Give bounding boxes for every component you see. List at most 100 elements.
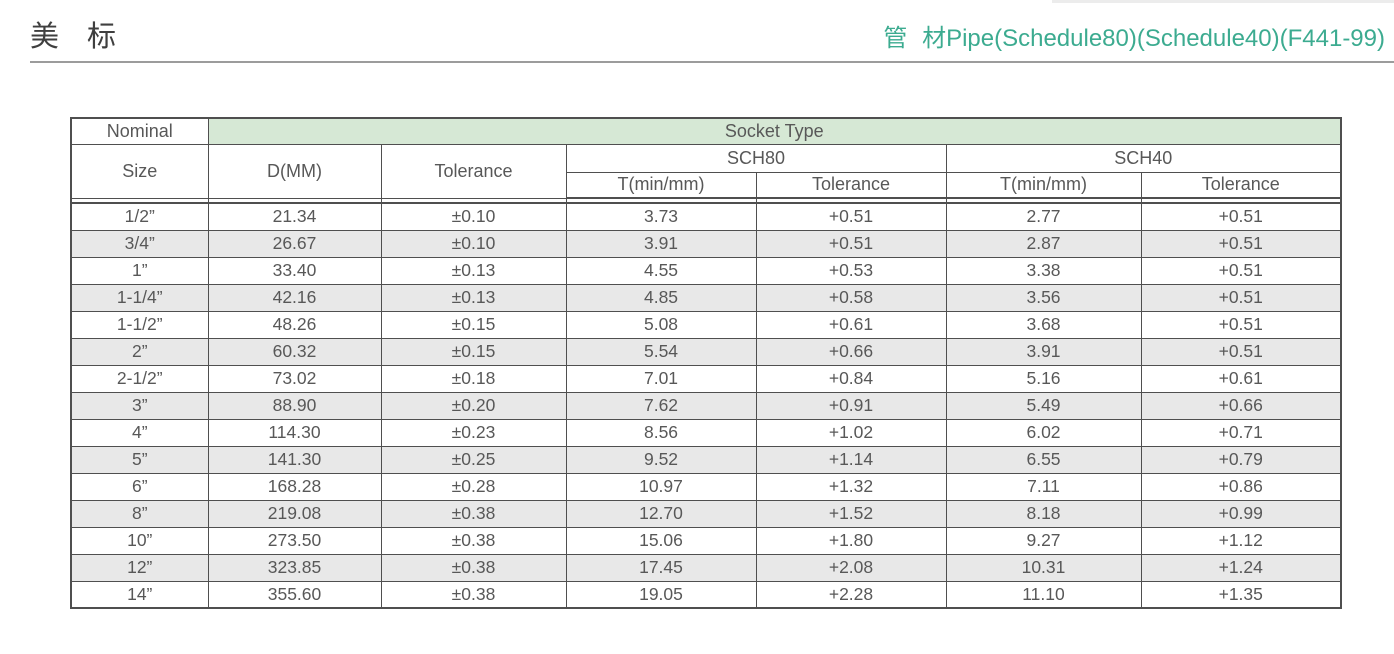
table-cell: ±0.13 <box>380 283 567 312</box>
header-tolerance: Tolerance <box>380 143 567 199</box>
table-cell: +1.35 <box>1140 580 1342 609</box>
table-cell: 73.02 <box>207 364 382 393</box>
table-cell: +0.99 <box>1140 499 1342 528</box>
table-cell: 7.01 <box>565 364 757 393</box>
table-cell: 9.52 <box>565 445 757 474</box>
table-cell: ±0.28 <box>380 472 567 501</box>
table-row: 1” 33.40 ±0.13 4.55 +0.53 3.38 +0.51 <box>70 256 1342 285</box>
table-cell: 2-1/2” <box>70 364 209 393</box>
table-cell: +1.80 <box>755 526 947 555</box>
table-cell: 1-1/4” <box>70 283 209 312</box>
header-body-separator <box>70 197 1342 204</box>
table-cell: 8.56 <box>565 418 757 447</box>
table-cell: ±0.23 <box>380 418 567 447</box>
header-row-3: T(min/mm) Tolerance T(min/mm) Tolerance <box>71 171 1342 199</box>
table-row: 1/2” 21.34 ±0.10 3.73 +0.51 2.77 +0.51 <box>70 202 1342 231</box>
table-cell: +0.84 <box>755 364 947 393</box>
table-cell: +0.71 <box>1140 418 1342 447</box>
table-cell: 3.91 <box>945 337 1142 366</box>
table-cell: ±0.18 <box>380 364 567 393</box>
table-cell: +1.52 <box>755 499 947 528</box>
table-row: 2-1/2” 73.02 ±0.18 7.01 +0.84 5.16 +0.61 <box>70 364 1342 393</box>
table-cell: +0.79 <box>1140 445 1342 474</box>
table-cell: 1/2” <box>70 202 209 231</box>
table-cell: 7.11 <box>945 472 1142 501</box>
table-cell: 3.73 <box>565 202 757 231</box>
header-row-1: Nominal Socket Type <box>70 117 1342 145</box>
table-cell: 33.40 <box>207 256 382 285</box>
table-cell: ±0.38 <box>380 580 567 609</box>
table-cell: +0.53 <box>755 256 947 285</box>
table-cell: 219.08 <box>207 499 382 528</box>
table-cell: 48.26 <box>207 310 382 339</box>
table-row: 1-1/2” 48.26 ±0.15 5.08 +0.61 3.68 +0.51 <box>70 310 1342 339</box>
table-cell: 6” <box>70 472 209 501</box>
table-row: 6” 168.28 ±0.28 10.97 +1.32 7.11 +0.86 <box>70 472 1342 501</box>
table-cell: +0.51 <box>1140 310 1342 339</box>
table-cell: ±0.25 <box>380 445 567 474</box>
table-cell: ±0.13 <box>380 256 567 285</box>
table-cell: +2.08 <box>755 553 947 582</box>
table-cell: 14” <box>70 580 209 609</box>
table-cell: ±0.10 <box>380 229 567 258</box>
table-cell: 2” <box>70 337 209 366</box>
table-cell: +0.51 <box>1140 256 1342 285</box>
table-cell: ±0.20 <box>380 391 567 420</box>
table-cell: 5.54 <box>565 337 757 366</box>
table-row: 3/4” 26.67 ±0.10 3.91 +0.51 2.87 +0.51 <box>70 229 1342 258</box>
table-row: 2” 60.32 ±0.15 5.54 +0.66 3.91 +0.51 <box>70 337 1342 366</box>
table-cell: 6.02 <box>945 418 1142 447</box>
table-cell: +0.61 <box>755 310 947 339</box>
table-cell: ±0.10 <box>380 202 567 231</box>
page-title-cn: 美 标 <box>30 21 117 53</box>
table-cell: 141.30 <box>207 445 382 474</box>
table-cell: 3.68 <box>945 310 1142 339</box>
table-cell: +0.51 <box>1140 202 1342 231</box>
table-cell: 19.05 <box>565 580 757 609</box>
table-row: 10” 273.50 ±0.38 15.06 +1.80 9.27 +1.12 <box>70 526 1342 555</box>
header-tolerance-sch40: Tolerance <box>1140 171 1342 199</box>
table-cell: +0.61 <box>1140 364 1342 393</box>
table-cell: ±0.15 <box>380 337 567 366</box>
table-cell: 8” <box>70 499 209 528</box>
table-body: 1/2” 21.34 ±0.10 3.73 +0.51 2.77 +0.51 3/4” 26.6… <box>70 202 1342 609</box>
table-header: Nominal Socket Type Size D(MM) Tolerance… <box>70 117 1342 204</box>
table-cell: 273.50 <box>207 526 382 555</box>
table-cell: 355.60 <box>207 580 382 609</box>
table-cell: 1-1/2” <box>70 310 209 339</box>
table-row: 3” 88.90 ±0.20 7.62 +0.91 5.49 +0.66 <box>70 391 1342 420</box>
table-cell: 8.18 <box>945 499 1142 528</box>
header-t-min-sch40: T(min/mm) <box>945 171 1142 199</box>
table-cell: 3/4” <box>70 229 209 258</box>
table-cell: 1” <box>70 256 209 285</box>
header-nominal: Nominal <box>70 117 209 145</box>
header-tolerance-sch80: Tolerance <box>755 171 947 199</box>
table-cell: +0.51 <box>1140 283 1342 312</box>
spec-table: Nominal Socket Type Size D(MM) Tolerance… <box>70 117 1343 609</box>
table-cell: 26.67 <box>207 229 382 258</box>
table-cell: 17.45 <box>565 553 757 582</box>
table-cell: +0.51 <box>1140 229 1342 258</box>
table-row: 14” 355.60 ±0.38 19.05 +2.28 11.10 +1.35 <box>70 580 1342 609</box>
header-sch40: SCH40 <box>945 143 1342 173</box>
header-size: Size <box>70 143 209 199</box>
table-cell: 60.32 <box>207 337 382 366</box>
table-row: 12” 323.85 ±0.38 17.45 +2.08 10.31 +1.24 <box>70 553 1342 582</box>
table-cell: ±0.38 <box>380 499 567 528</box>
table-cell: 10” <box>70 526 209 555</box>
table-cell: 21.34 <box>207 202 382 231</box>
table-cell: 4” <box>70 418 209 447</box>
table-cell: +0.51 <box>755 202 947 231</box>
top-edge-artifact <box>1052 0 1394 3</box>
table-cell: 4.55 <box>565 256 757 285</box>
table-cell: 3.56 <box>945 283 1142 312</box>
header-socket-type: Socket Type <box>207 117 1342 145</box>
table-cell: +0.51 <box>1140 337 1342 366</box>
table-cell: 7.62 <box>565 391 757 420</box>
table-cell: 10.97 <box>565 472 757 501</box>
table-row: 4” 114.30 ±0.23 8.56 +1.02 6.02 +0.71 <box>70 418 1342 447</box>
table-row: 1-1/4” 42.16 ±0.13 4.85 +0.58 3.56 +0.51 <box>70 283 1342 312</box>
table-cell: +1.14 <box>755 445 947 474</box>
table-cell: 12” <box>70 553 209 582</box>
table-cell: 12.70 <box>565 499 757 528</box>
